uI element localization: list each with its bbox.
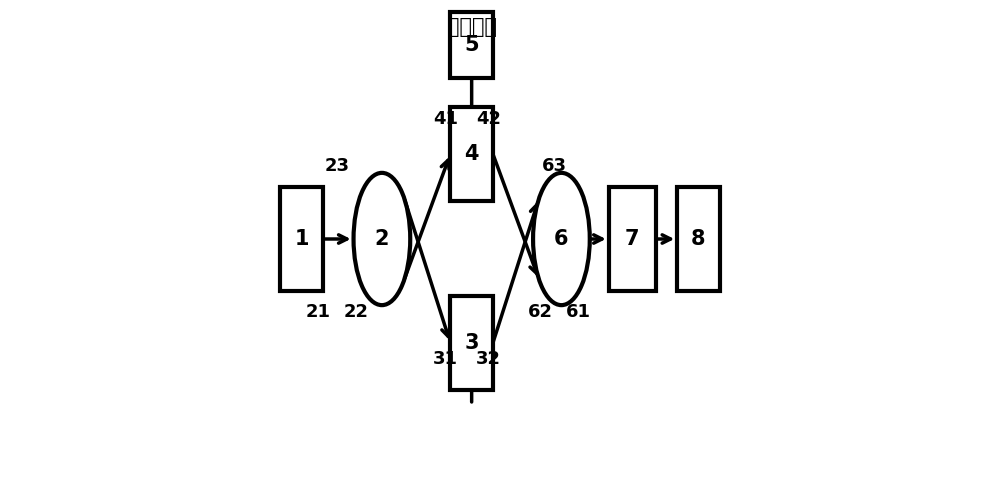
FancyBboxPatch shape xyxy=(280,187,323,291)
Text: 21: 21 xyxy=(306,303,331,321)
Text: 32: 32 xyxy=(476,350,501,369)
Ellipse shape xyxy=(354,173,410,305)
Text: 22: 22 xyxy=(343,303,368,321)
FancyBboxPatch shape xyxy=(450,296,493,390)
FancyBboxPatch shape xyxy=(450,12,493,78)
Text: 6: 6 xyxy=(554,229,569,249)
Text: 7: 7 xyxy=(625,229,640,249)
FancyBboxPatch shape xyxy=(677,187,720,291)
Text: 8: 8 xyxy=(691,229,706,249)
Text: 2: 2 xyxy=(375,229,389,249)
Text: 3: 3 xyxy=(464,333,479,353)
Text: 5: 5 xyxy=(464,35,479,55)
Text: 1: 1 xyxy=(294,229,309,249)
Ellipse shape xyxy=(533,173,590,305)
Text: 41: 41 xyxy=(433,109,458,128)
Text: 4: 4 xyxy=(464,144,479,164)
Text: 61: 61 xyxy=(565,303,590,321)
FancyBboxPatch shape xyxy=(450,107,493,201)
Text: 31: 31 xyxy=(433,350,458,369)
Text: 62: 62 xyxy=(528,303,553,321)
Text: 63: 63 xyxy=(542,157,567,175)
FancyBboxPatch shape xyxy=(609,187,656,291)
Text: 23: 23 xyxy=(325,157,350,175)
Text: 42: 42 xyxy=(476,109,501,128)
Text: 外界磁场: 外界磁场 xyxy=(447,17,497,37)
